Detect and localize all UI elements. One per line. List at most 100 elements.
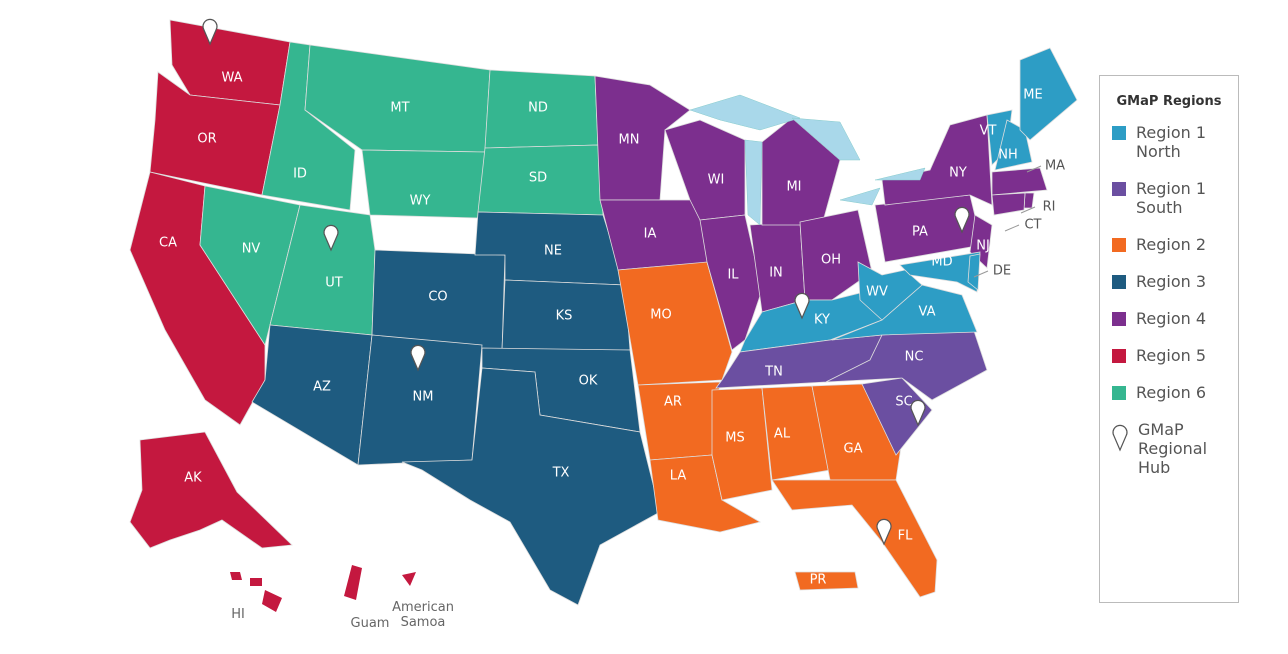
leader-line bbox=[973, 270, 989, 278]
state bbox=[991, 192, 1026, 216]
state bbox=[825, 324, 988, 401]
legend-item: Region 3 bbox=[1112, 272, 1238, 291]
island bbox=[230, 572, 242, 580]
territory-label: HI bbox=[231, 607, 245, 622]
hub-pin bbox=[954, 206, 970, 234]
state-label: RI bbox=[1043, 200, 1056, 215]
legend-swatch bbox=[1112, 312, 1126, 326]
island bbox=[344, 565, 362, 600]
state-label: MN bbox=[619, 133, 640, 148]
legend: GMaP Regions Region 1 North Region 1 Sout… bbox=[1099, 75, 1239, 603]
state bbox=[991, 167, 1048, 196]
island bbox=[262, 590, 282, 612]
lake bbox=[744, 139, 763, 226]
state-label: NE bbox=[544, 244, 562, 259]
state bbox=[1019, 47, 1078, 141]
state-label: KS bbox=[556, 309, 573, 324]
state-label: SC bbox=[895, 395, 912, 410]
state-label: MO bbox=[650, 308, 671, 323]
state-label: MD bbox=[931, 255, 952, 270]
state-label: CA bbox=[159, 236, 177, 251]
state-label: NJ bbox=[976, 239, 990, 254]
map: WA OR CA NV ID MT WY UT CO AZ NM ND SD NE KS OK TX MN IA MO… bbox=[129, 18, 1078, 612]
state bbox=[251, 324, 373, 466]
legend-swatch bbox=[1112, 126, 1126, 140]
legend-label: Region 1 North bbox=[1136, 123, 1207, 161]
state-label: WV bbox=[866, 285, 888, 300]
state-label: ID bbox=[293, 167, 307, 182]
lake bbox=[839, 187, 881, 206]
state-label: MI bbox=[786, 180, 801, 195]
state bbox=[857, 261, 923, 321]
state bbox=[617, 261, 733, 386]
state bbox=[881, 114, 993, 206]
state-label: PR bbox=[810, 573, 827, 588]
state-label: NM bbox=[413, 390, 434, 405]
legend-label: Region 2 bbox=[1136, 235, 1207, 254]
legend-swatch bbox=[1112, 275, 1126, 289]
state-label: VT bbox=[980, 124, 997, 139]
legend-label: Region 5 bbox=[1136, 346, 1207, 365]
hub-pin bbox=[794, 292, 810, 320]
leader-line bbox=[1020, 206, 1036, 214]
legend-item: GMaP Regional Hub bbox=[1112, 420, 1238, 477]
lake bbox=[874, 167, 926, 181]
state-label: NV bbox=[242, 242, 261, 257]
island bbox=[402, 572, 416, 586]
legend-swatch bbox=[1112, 182, 1126, 196]
hub-pin bbox=[202, 18, 218, 46]
state-label: NY bbox=[949, 166, 967, 181]
state bbox=[1023, 192, 1035, 209]
state bbox=[799, 209, 873, 301]
state-label: ND bbox=[528, 101, 548, 116]
state-label: IL bbox=[727, 268, 739, 283]
state-label: SD bbox=[529, 171, 547, 186]
state-label: MT bbox=[390, 101, 409, 116]
legend-label: Region 6 bbox=[1136, 383, 1207, 402]
state-label: OH bbox=[821, 253, 841, 268]
legend-item: Region 5 bbox=[1112, 346, 1238, 365]
state bbox=[967, 253, 981, 291]
state-label: AK bbox=[184, 471, 202, 486]
hub-pin bbox=[410, 344, 426, 372]
state-label: MA bbox=[1045, 159, 1065, 174]
legend-label: Region 4 bbox=[1136, 309, 1207, 328]
state-label: VA bbox=[919, 305, 936, 320]
state-label: IN bbox=[769, 266, 783, 281]
legend-label: GMaP Regional Hub bbox=[1138, 420, 1208, 477]
state bbox=[899, 251, 981, 293]
state-label: KY bbox=[814, 313, 830, 328]
state-label: AL bbox=[774, 427, 791, 442]
hub-pin bbox=[876, 518, 892, 546]
state-label: TN bbox=[764, 365, 783, 380]
state-label: GA bbox=[844, 442, 863, 457]
state-label: OR bbox=[197, 132, 216, 147]
state-label: MS bbox=[725, 431, 744, 446]
state bbox=[711, 387, 773, 501]
state-label: WY bbox=[410, 194, 431, 209]
state-label: AZ bbox=[313, 380, 331, 395]
state-label: DE bbox=[993, 264, 1011, 279]
legend-item: Region 4 bbox=[1112, 309, 1238, 328]
lake bbox=[791, 117, 861, 161]
state-label: PA bbox=[912, 225, 928, 240]
legend-pin bbox=[1112, 424, 1128, 452]
legend-label: Region 3 bbox=[1136, 272, 1207, 291]
legend-swatch bbox=[1112, 238, 1126, 252]
state bbox=[861, 377, 933, 456]
state-label: CO bbox=[428, 290, 447, 305]
state bbox=[401, 367, 661, 606]
state bbox=[771, 479, 938, 598]
legend-swatch bbox=[1112, 386, 1126, 400]
state bbox=[129, 431, 293, 549]
leader-line bbox=[1004, 224, 1020, 232]
state-label: OK bbox=[579, 374, 598, 389]
state-label: NC bbox=[905, 350, 924, 365]
state bbox=[794, 571, 859, 591]
legend-swatch bbox=[1112, 349, 1126, 363]
state bbox=[874, 194, 983, 263]
state-label: NH bbox=[998, 148, 1018, 163]
territory-label: American Samoa bbox=[392, 600, 454, 630]
state-label: WI bbox=[708, 173, 725, 188]
island bbox=[250, 578, 262, 586]
